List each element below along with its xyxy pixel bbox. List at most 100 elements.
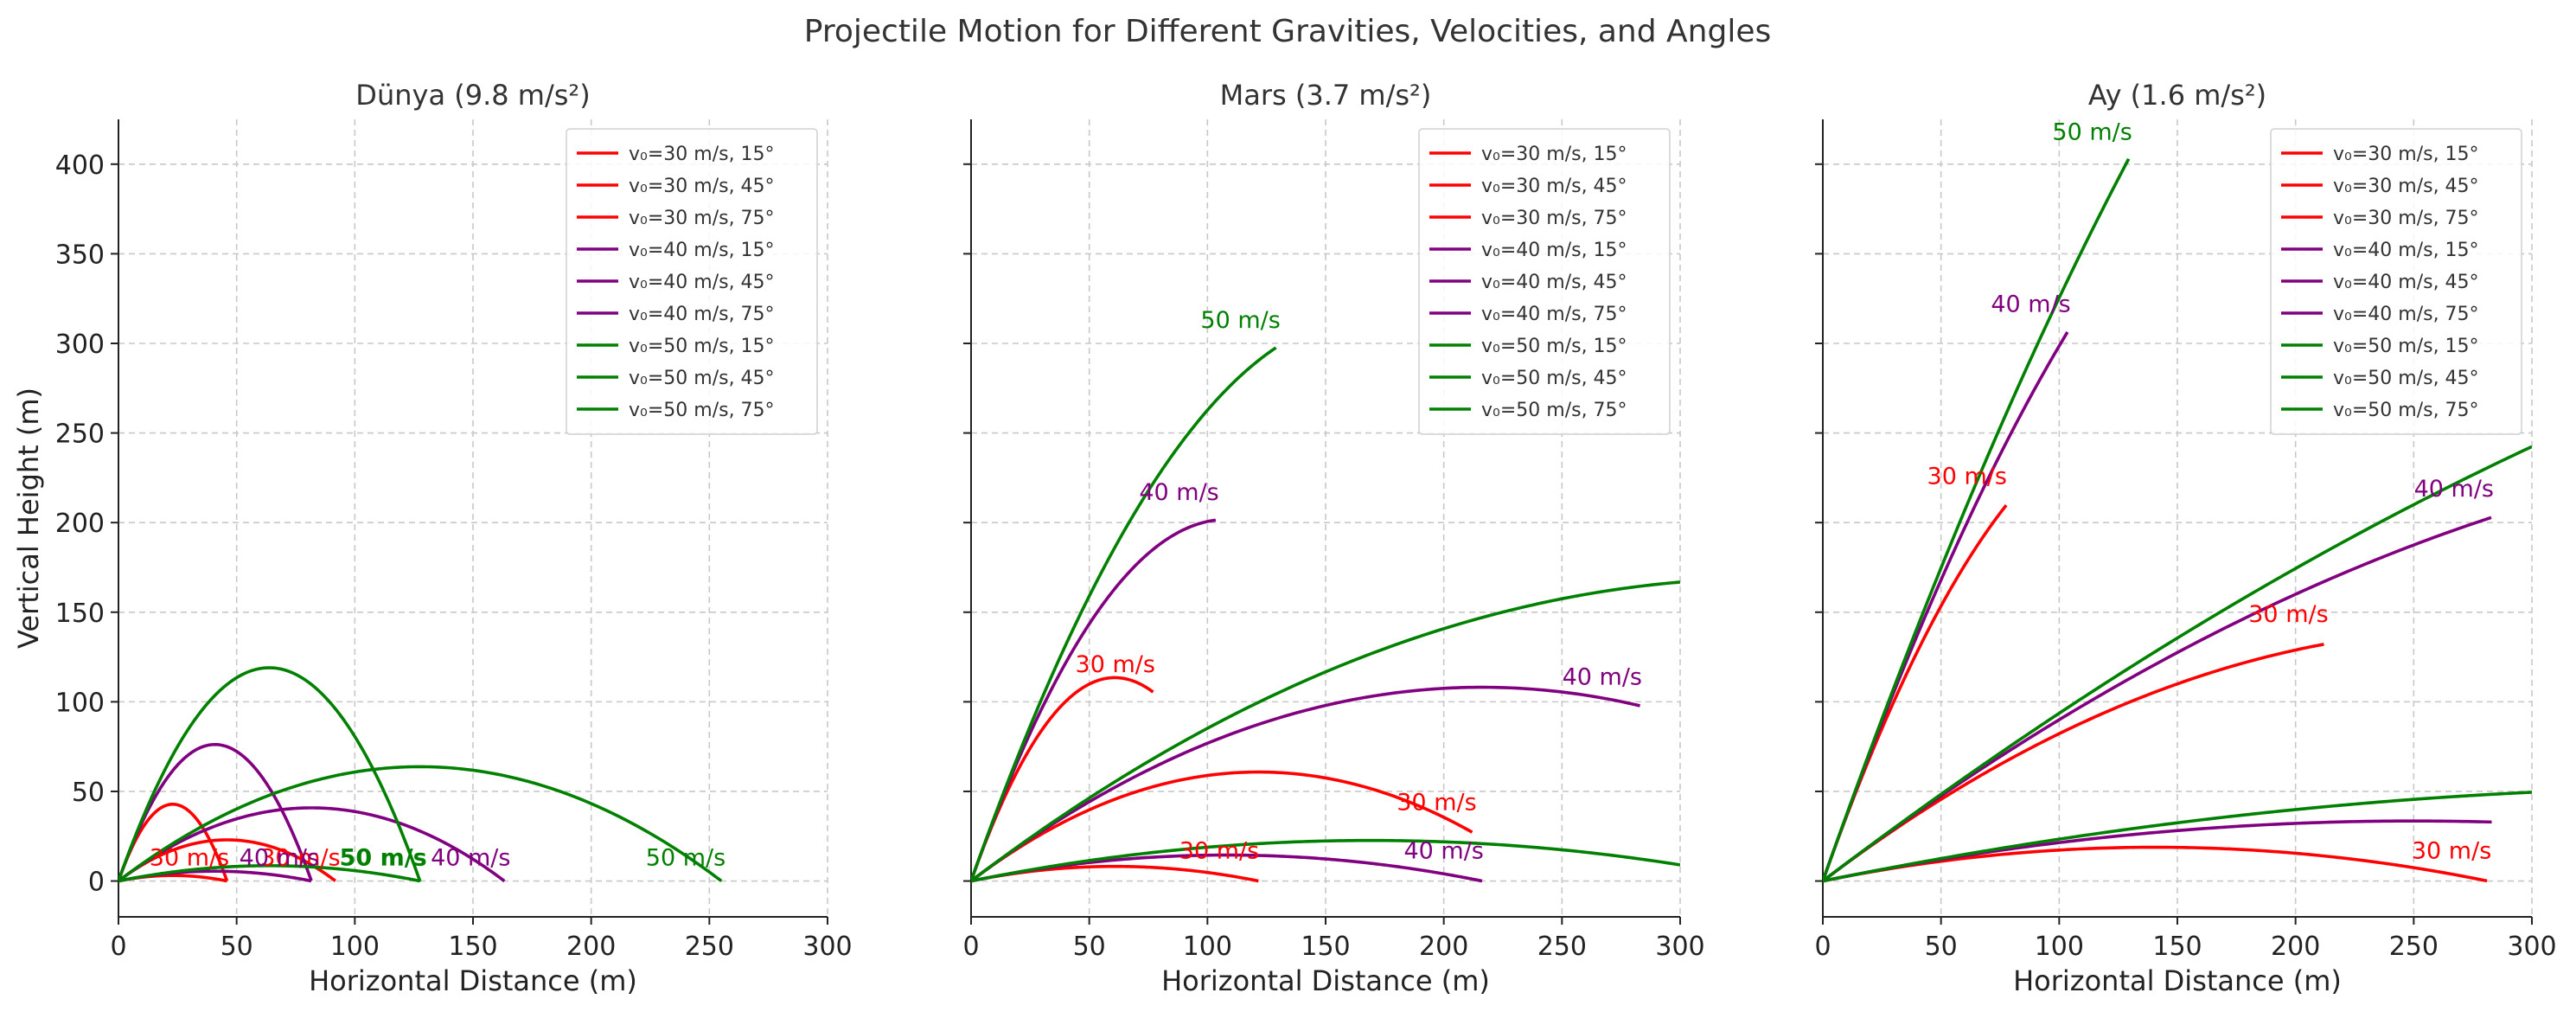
trajectory-v40-45deg — [118, 806, 506, 883]
y-tick-label: 50 — [72, 778, 105, 808]
x-tick-label: 250 — [1537, 932, 1587, 962]
trajectory-v30-45deg — [118, 838, 337, 882]
velocity-annotation: 30 m/s — [1927, 463, 2007, 490]
trajectory-v30-75deg — [971, 676, 1154, 882]
legend-entry: v₀=40 m/s, 45° — [629, 272, 775, 293]
y-tick-label: 100 — [55, 688, 105, 718]
legend-entry: v₀=30 m/s, 15° — [1481, 144, 1627, 165]
trajectory-v50-45deg — [971, 580, 1680, 882]
legend-entry: v₀=30 m/s, 45° — [2333, 176, 2479, 197]
legend-entry: v₀=30 m/s, 75° — [2333, 208, 2479, 229]
trajectory-v50-75deg — [118, 666, 422, 882]
x-tick-label: 0 — [962, 932, 979, 962]
trajectory-v50-15deg — [971, 838, 1680, 883]
legend-entry: v₀=30 m/s, 45° — [1481, 176, 1627, 197]
legend-entry: v₀=40 m/s, 15° — [629, 240, 775, 261]
figure-title: Projectile Motion for Different Gravitie… — [804, 14, 1771, 49]
subplot-title: Dünya (9.8 m/s²) — [355, 79, 590, 112]
x-tick-label: 50 — [221, 932, 253, 962]
legend-frame — [1418, 128, 1671, 435]
x-tick-label: 100 — [1183, 932, 1232, 962]
x-tick-label: 0 — [110, 932, 126, 962]
subplot-2: 0 50 100 150 200 250 300 Mars (3.7 m/s²) Horizon… — [962, 79, 1704, 997]
legend: v₀=30 m/s, 15° v₀=30 m/s, 45° v₀=30 m/s, 7… — [566, 128, 818, 435]
x-tick-label: 50 — [1073, 932, 1106, 962]
trajectory-v50-15deg — [118, 864, 421, 883]
legend-entry: v₀=50 m/s, 75° — [1481, 400, 1627, 421]
velocity-annotation: 40 m/s — [431, 845, 510, 872]
y-tick-label: 150 — [55, 599, 105, 629]
x-tick-label: 150 — [1301, 932, 1350, 962]
legend-entry: v₀=50 m/s, 45° — [629, 368, 775, 389]
legend-entry: v₀=40 m/s, 75° — [629, 304, 775, 325]
legend-entry: v₀=30 m/s, 15° — [629, 144, 775, 165]
legend: v₀=30 m/s, 15° v₀=30 m/s, 45° v₀=30 m/s, 7… — [2270, 128, 2522, 435]
series-group — [971, 346, 1680, 883]
legend-entry: v₀=30 m/s, 75° — [629, 208, 775, 229]
velocity-annotation: 30 m/s — [2248, 601, 2328, 628]
trajectory-v30-75deg — [1823, 503, 2008, 882]
x-tick-label: 250 — [2389, 932, 2439, 962]
x-tick-label: 50 — [1925, 932, 1958, 962]
legend-entry: v₀=40 m/s, 45° — [1481, 272, 1627, 293]
x-tick-label: 300 — [1655, 932, 1704, 962]
legend-entry: v₀=50 m/s, 15° — [629, 336, 775, 357]
x-tick-label: 100 — [2035, 932, 2084, 962]
velocity-annotation: 30 m/s — [1397, 789, 1476, 816]
trajectory-v50-75deg — [1823, 157, 2131, 882]
x-tick-label: 150 — [448, 932, 497, 962]
x-axis-label: Horizontal Distance (m) — [2013, 964, 2342, 997]
velocity-annotation: 50 m/s — [340, 845, 427, 872]
y-tick-label: 200 — [55, 509, 105, 539]
velocity-annotation: 50 m/s — [2052, 119, 2132, 146]
velocity-annotation: 30 m/s — [260, 845, 340, 872]
trajectory-v40-15deg — [1823, 819, 2492, 883]
velocity-annotation: 40 m/s — [2414, 476, 2494, 503]
y-tick-label: 300 — [55, 330, 105, 360]
series-group — [1823, 157, 2532, 883]
legend: v₀=30 m/s, 15° v₀=30 m/s, 45° v₀=30 m/s, 7… — [1418, 128, 1671, 435]
trajectory-v30-45deg — [971, 770, 1473, 882]
legend-entry: v₀=30 m/s, 15° — [2333, 144, 2479, 165]
trajectory-v30-15deg — [1823, 845, 2488, 883]
trajectory-v50-45deg — [118, 765, 723, 882]
velocity-annotation: 40 m/s — [1563, 663, 1642, 690]
trajectory-v40-45deg — [971, 685, 1640, 882]
legend-entry: v₀=50 m/s, 75° — [629, 400, 775, 421]
subplot-1: 0 50 100 150 200 250 300 0 50 100 150 200 250 300 350 4… — [12, 79, 853, 997]
trajectory-v50-15deg — [1823, 791, 2532, 883]
legend-frame — [566, 128, 818, 435]
x-tick-label: 250 — [685, 932, 734, 962]
subplots: 0 50 100 150 200 250 300 0 50 100 150 200 250 300 350 4… — [12, 79, 2557, 997]
velocity-annotation: 30 m/s — [1179, 837, 1259, 864]
legend-entry: v₀=30 m/s, 75° — [1481, 208, 1627, 229]
velocity-annotation: 40 m/s — [240, 845, 319, 872]
legend-frame — [2270, 128, 2522, 435]
velocity-annotation: 30 m/s — [150, 845, 229, 872]
y-axis-label: Vertical Height (m) — [12, 388, 45, 649]
legend-entry: v₀=50 m/s, 15° — [1481, 336, 1627, 357]
velocity-annotation: 50 m/s — [646, 845, 725, 872]
x-tick-label: 200 — [1419, 932, 1468, 962]
trajectory-v50-45deg — [1823, 445, 2532, 882]
x-tick-label: 100 — [330, 932, 380, 962]
legend-entry: v₀=40 m/s, 45° — [2333, 272, 2479, 293]
trajectory-v50-75deg — [971, 346, 1277, 882]
trajectory-v40-75deg — [1823, 330, 2069, 882]
legend-entry: v₀=50 m/s, 45° — [2333, 368, 2479, 389]
legend-entry: v₀=30 m/s, 45° — [629, 176, 775, 197]
x-tick-label: 300 — [2507, 932, 2556, 962]
x-axis-label: Horizontal Distance (m) — [309, 964, 637, 997]
x-axis-label: Horizontal Distance (m) — [1161, 964, 1490, 997]
velocity-annotation: 40 m/s — [1139, 479, 1218, 506]
legend-entry: v₀=40 m/s, 15° — [1481, 240, 1627, 261]
subplot-title: Mars (3.7 m/s²) — [1220, 79, 1432, 112]
x-tick-label: 200 — [566, 932, 616, 962]
legend-entry: v₀=50 m/s, 15° — [2333, 336, 2479, 357]
legend-entry: v₀=40 m/s, 75° — [1481, 304, 1627, 325]
y-tick-label: 400 — [55, 151, 105, 181]
velocity-annotation: 40 m/s — [1403, 837, 1483, 864]
velocity-annotation: 50 m/s — [1200, 307, 1280, 334]
velocity-annotation: 40 m/s — [1991, 291, 2070, 317]
